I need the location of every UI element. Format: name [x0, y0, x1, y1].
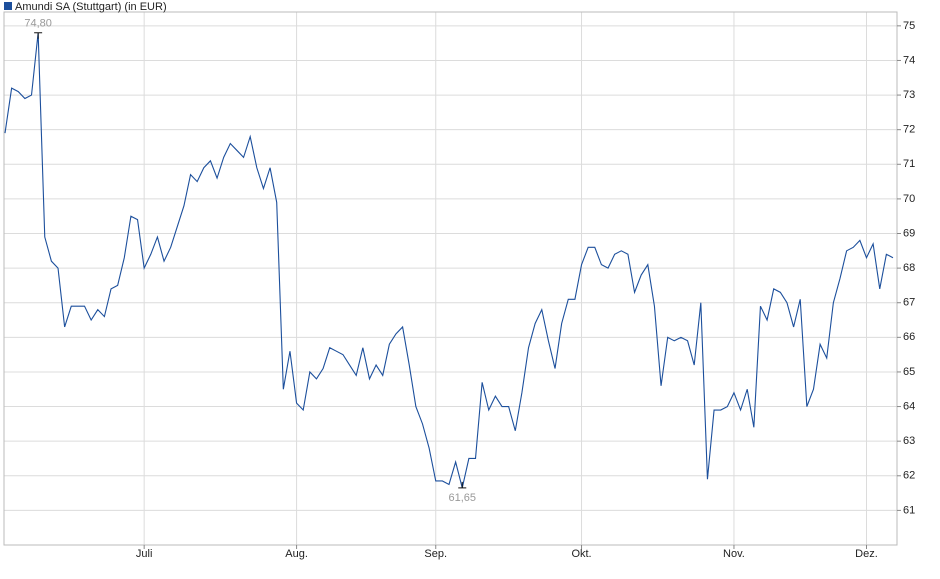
data-label: 74,80: [24, 18, 52, 30]
y-tick-label: 62: [903, 470, 915, 482]
legend-label: Amundi SA (Stuttgart) (in EUR): [15, 1, 167, 13]
y-tick-label: 64: [903, 400, 915, 412]
plot-frame: [3, 11, 898, 546]
data-label: 61,65: [448, 492, 476, 504]
x-tick-label: Okt.: [571, 548, 591, 560]
x-tick-label: Juli: [136, 548, 153, 560]
y-tick-label: 69: [903, 227, 915, 239]
y-tick-label: 74: [903, 54, 915, 66]
y-tick-label: 75: [903, 20, 915, 32]
y-tick-label: 65: [903, 366, 915, 378]
y-tick-label: 66: [903, 331, 915, 343]
y-tick-label: 67: [903, 297, 915, 309]
price-line: [4, 32, 894, 489]
x-tick-label: Dez.: [855, 548, 878, 560]
y-tick-label: 61: [903, 504, 915, 516]
x-tick-label: Sep.: [424, 548, 447, 560]
y-tick-label: 63: [903, 435, 915, 447]
y-tick-label: 68: [903, 262, 915, 274]
y-tick-label: 72: [903, 124, 915, 136]
y-tick-label: 71: [903, 158, 915, 170]
grid: [4, 12, 897, 545]
legend-swatch: [4, 2, 12, 10]
y-tick-label: 70: [903, 193, 915, 205]
y-tick-label: 73: [903, 89, 915, 101]
x-tick-label: Aug.: [285, 548, 308, 560]
x-tick-label: Nov.: [723, 548, 745, 560]
